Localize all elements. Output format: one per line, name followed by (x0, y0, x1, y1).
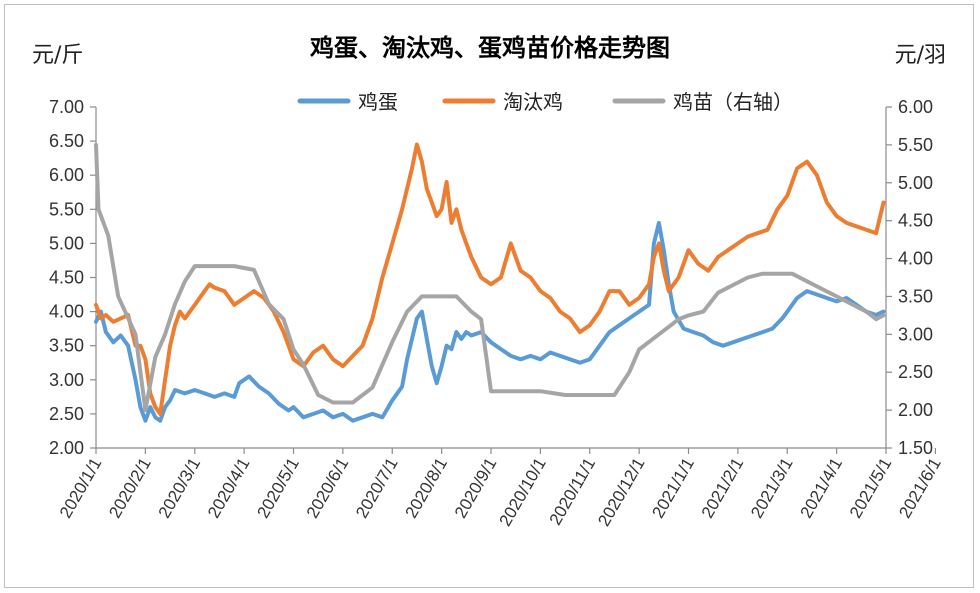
right-tick-label: 3.50 (898, 286, 933, 306)
right-tick-label: 5.50 (898, 135, 933, 155)
x-tick-label: 2020/10/1 (496, 455, 550, 530)
left-tick-label: 5.00 (49, 233, 84, 253)
x-tick-label: 2020/2/1 (105, 455, 155, 522)
x-tick-label: 2020/9/1 (451, 455, 501, 522)
x-tick-label: 2020/7/1 (352, 455, 402, 522)
x-tick-label: 2020/5/1 (253, 455, 303, 522)
left-tick-label: 3.50 (49, 336, 84, 356)
series-line-0 (94, 220, 886, 423)
series-group (94, 142, 886, 423)
right-y-axis: 1.50 2.00 2.50 3.00 3.50 4.00 4.50 5.00 5.50 6.00 (885, 97, 933, 458)
left-tick-label: 2.50 (49, 404, 84, 424)
x-tick-label: 2021/6/1 (895, 455, 945, 522)
x-tick-label: 2020/6/1 (303, 455, 353, 522)
x-tick-label: 2020/4/1 (204, 455, 254, 522)
left-y-axis: 2.00 2.50 3.00 3.50 4.00 4.50 5.00 5.50 6.00 6.50… (49, 97, 97, 458)
legend-label-1: 淘汰鸡 (503, 90, 563, 114)
left-tick-label: 4.00 (49, 302, 84, 322)
x-axis: 2020/1/1 2020/2/1 2020/3/1 2020/4/1 2020/5/1… (56, 447, 945, 530)
chart-title: 鸡蛋、淘汰鸡、蛋鸡苗价格走势图 (309, 34, 670, 62)
right-tick-label: 3.00 (898, 324, 933, 344)
series-line-1 (94, 142, 886, 416)
left-tick-label: 6.50 (49, 131, 84, 151)
left-axis-unit: 元/斤 (32, 43, 83, 68)
right-tick-label: 2.50 (898, 362, 933, 382)
left-tick-label: 6.00 (49, 165, 84, 185)
x-tick-label: 2021/2/1 (698, 455, 748, 522)
x-tick-label: 2021/3/1 (747, 455, 797, 522)
legend: 鸡蛋 淘汰鸡 鸡苗（右轴） (297, 90, 793, 114)
legend-label-0: 鸡蛋 (358, 90, 398, 114)
right-tick-label: 4.00 (898, 249, 933, 269)
x-tick-label: 2020/1/1 (56, 455, 106, 522)
right-tick-label: 2.00 (898, 400, 933, 420)
x-tick-label: 2021/4/1 (797, 455, 847, 522)
left-tick-label: 3.00 (49, 370, 84, 390)
legend-label-2: 鸡苗（右轴） (673, 90, 793, 114)
right-tick-label: 6.00 (898, 97, 933, 117)
left-tick-label: 5.50 (49, 199, 84, 219)
right-tick-label: 4.50 (898, 211, 933, 231)
left-tick-label: 4.50 (49, 268, 84, 288)
right-tick-label: 1.50 (898, 438, 933, 458)
x-tick-label: 2020/12/1 (594, 455, 648, 530)
left-tick-label: 2.00 (49, 438, 84, 458)
right-axis-unit: 元/羽 (895, 43, 946, 68)
left-tick-label: 7.00 (49, 97, 84, 117)
x-tick-label: 2021/5/1 (846, 455, 896, 522)
series-line-2 (94, 142, 886, 413)
right-tick-label: 5.00 (898, 173, 933, 193)
x-tick-label: 2020/11/1 (546, 455, 600, 529)
x-tick-label: 2020/8/1 (402, 455, 452, 522)
x-tick-label: 2021/1/1 (648, 455, 698, 522)
x-tick-label: 2020/3/1 (155, 455, 205, 522)
